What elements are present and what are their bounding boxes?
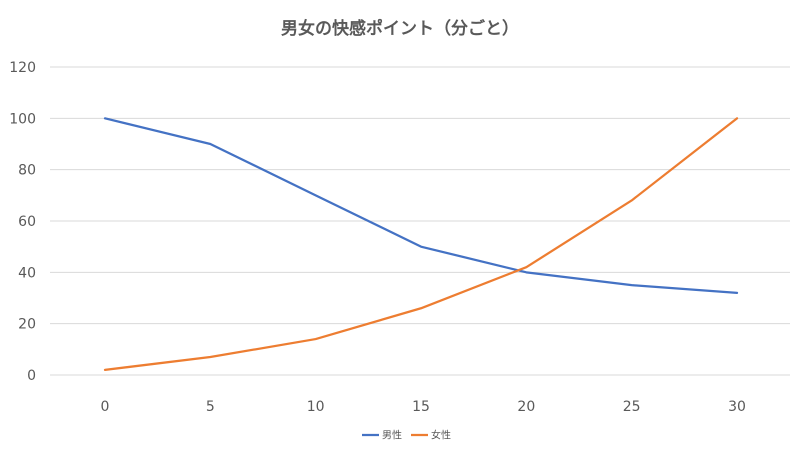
x-tick-label: 25 <box>623 399 641 415</box>
y-tick-label: 60 <box>18 214 36 230</box>
legend: 男性 女性 <box>362 429 451 442</box>
y-tick-label: 120 <box>9 60 36 76</box>
chart-title: 男女の快感ポイント（分ごと） <box>281 18 519 39</box>
series-line-2 <box>103 117 739 371</box>
legend-label: 女性 <box>431 429 451 442</box>
legend-label: 男性 <box>382 429 402 442</box>
x-tick-label: 15 <box>412 399 430 415</box>
x-axis-tick-labels: 0 5 10 15 20 25 30 <box>101 399 746 415</box>
series-line-1 <box>103 117 739 294</box>
y-tick-label: 40 <box>18 265 36 281</box>
gridlines <box>50 66 790 376</box>
y-tick-label: 80 <box>18 163 36 179</box>
x-tick-label: 10 <box>307 399 325 415</box>
x-tick-label: 0 <box>101 399 110 415</box>
y-tick-label: 100 <box>9 111 36 127</box>
x-tick-label: 30 <box>728 399 746 415</box>
y-tick-label: 0 <box>27 368 36 384</box>
x-tick-label: 20 <box>517 399 535 415</box>
y-axis-tick-labels: 0 20 40 60 80 100 120 <box>9 60 36 384</box>
series-lines <box>103 117 739 371</box>
y-tick-label: 20 <box>18 317 36 333</box>
x-tick-label: 5 <box>206 399 215 415</box>
